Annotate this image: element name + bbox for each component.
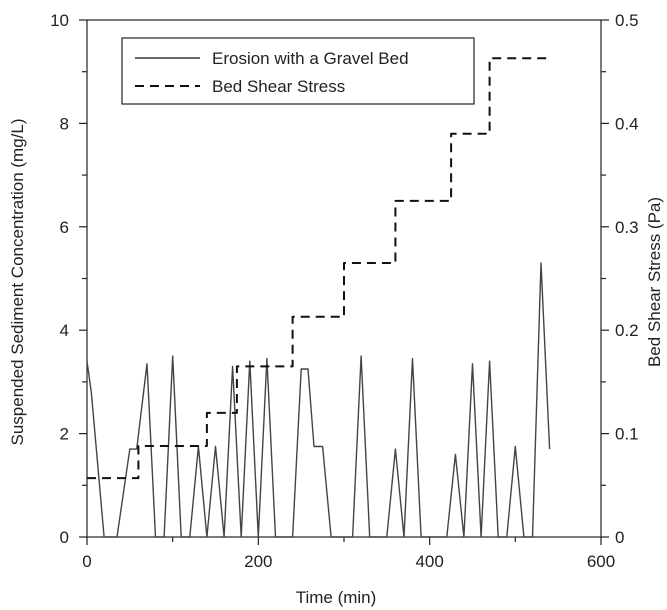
y-axis-title-right: Bed Shear Stress (Pa) — [645, 197, 664, 367]
legend-label-erosion: Erosion with a Gravel Bed — [212, 49, 409, 68]
series-line-shear-stress — [87, 58, 550, 478]
y2-tick-label: 0.5 — [615, 11, 639, 30]
series-layer — [87, 58, 550, 537]
y2-tick-label: 0.3 — [615, 218, 639, 237]
y-tick-label: 6 — [60, 218, 69, 237]
y2-tick-label: 0.1 — [615, 425, 639, 444]
x-tick-label: 0 — [82, 552, 91, 571]
y2-tick-label: 0 — [615, 528, 624, 547]
y-tick-label: 10 — [50, 11, 69, 30]
x-tick-label: 200 — [244, 552, 272, 571]
y-axis-title-left: Suspended Sediment Concentration (mg/L) — [8, 119, 27, 446]
x-axis-title: Time (min) — [296, 588, 377, 607]
y-tick-label: 0 — [60, 528, 69, 547]
x-tick-label: 600 — [587, 552, 615, 571]
legend: Erosion with a Gravel Bed Bed Shear Stre… — [122, 38, 474, 104]
y-axis-left: 0 2 4 6 8 10 — [50, 11, 87, 547]
y2-tick-label: 0.4 — [615, 114, 639, 133]
legend-label-shear: Bed Shear Stress — [212, 77, 345, 96]
y-tick-label: 2 — [60, 425, 69, 444]
y-tick-label: 4 — [60, 321, 69, 340]
x-tick-label: 400 — [415, 552, 443, 571]
y2-tick-label: 0.2 — [615, 321, 639, 340]
y-tick-label: 8 — [60, 114, 69, 133]
x-axis: 0 200 400 600 — [82, 537, 615, 571]
y-axis-right: 0 0.1 0.2 0.3 0.4 0.5 — [601, 11, 639, 547]
series-line-erosion — [87, 263, 550, 537]
